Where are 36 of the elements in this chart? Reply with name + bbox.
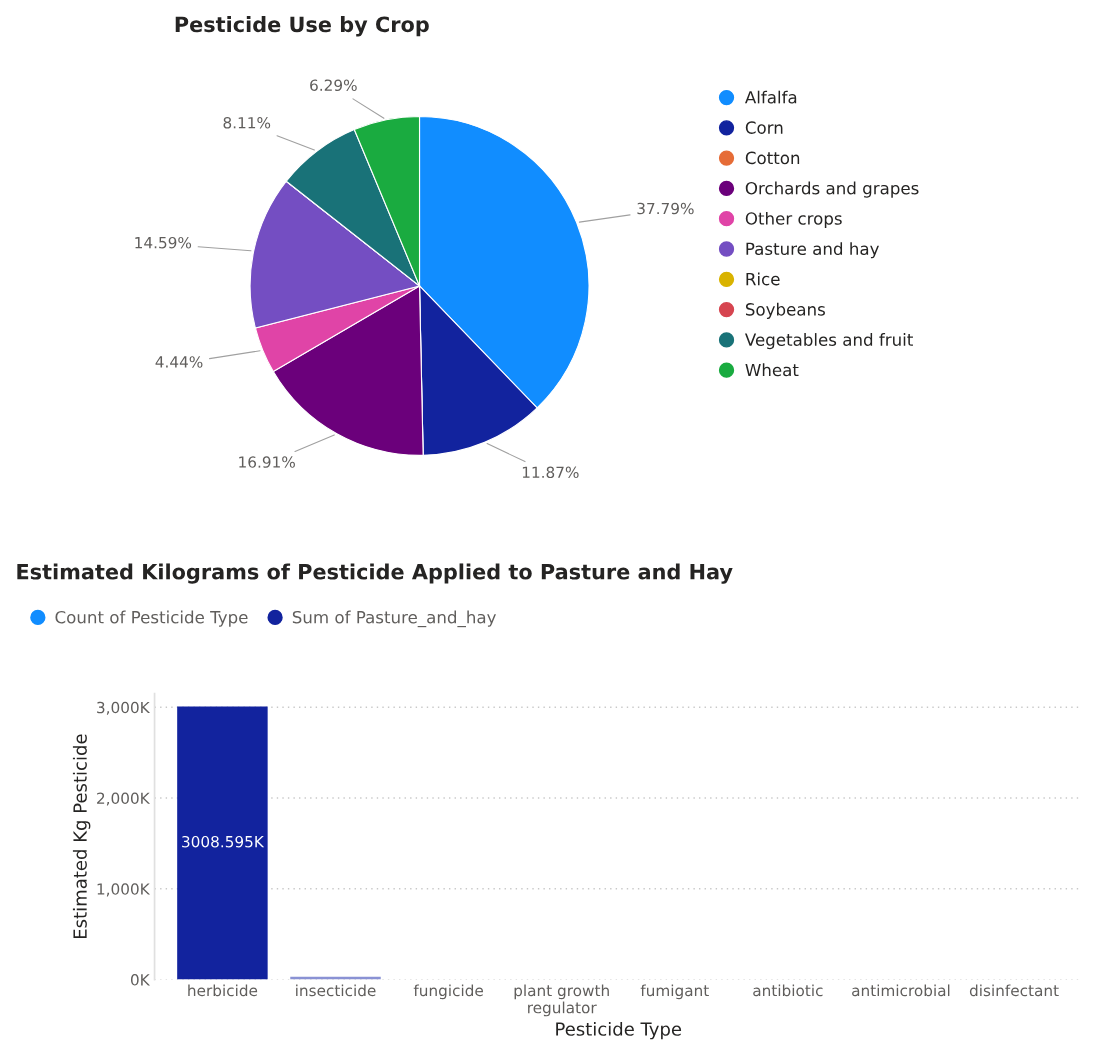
legend-label: Rice — [746, 272, 780, 286]
data-label: 8.11% — [223, 116, 271, 129]
x-tick-label: fumigant — [640, 984, 709, 1000]
data-label: 14.59% — [135, 236, 192, 249]
chart-title: Estimated Kilograms of Pesticide Applied to Pasture and Hay — [17, 563, 733, 584]
legend-label: Cotton — [745, 151, 800, 165]
legend-label: Wheat — [745, 363, 799, 377]
y-axis-title: Estimated Kg Pesticide — [72, 734, 91, 939]
legend-label: Other crops — [745, 211, 842, 229]
data-label: 3008.595K — [182, 835, 265, 848]
x-tick-label: insecticide — [296, 984, 376, 997]
y-tick-label: 3,000K — [97, 701, 151, 715]
legend-label: Vegetables and fruit — [744, 333, 913, 350]
legend-label: Alfalfa — [744, 90, 797, 104]
x-axis-title: Pesticide Type — [556, 1021, 682, 1040]
legend-label: Pasture and hay — [746, 242, 879, 259]
y-tick-label: 0K — [130, 974, 151, 986]
x-tick-label: antimicrobial — [852, 984, 950, 997]
y-tick-label: 1,000K — [97, 883, 151, 897]
legend-label: Corn — [745, 121, 783, 134]
chart-title: Pesticide Use by Crop — [175, 16, 429, 37]
legend-label: Soybeans — [745, 302, 825, 319]
x-tick-label: disinfectant — [969, 984, 1059, 997]
y-tick-label: 2,000K — [97, 792, 151, 806]
legend-label: Sum of Pasture_and_hay — [292, 610, 496, 628]
x-tick-label: herbicide — [188, 984, 258, 997]
data-label: 6.29% — [310, 79, 357, 91]
data-label: 16.91% — [239, 456, 295, 468]
legend-label: Orchards and grapes — [745, 181, 919, 198]
x-tick-label: fungicide — [413, 984, 483, 1000]
x-tick-label: antibiotic — [753, 984, 823, 997]
legend-label: Count of Pesticide Type — [55, 610, 248, 627]
data-label: 37.79% — [637, 202, 694, 215]
x-tick-label: plant growth regulator — [514, 984, 609, 1017]
data-label: 11.87% — [522, 466, 579, 479]
data-label: 4.44% — [155, 356, 203, 368]
